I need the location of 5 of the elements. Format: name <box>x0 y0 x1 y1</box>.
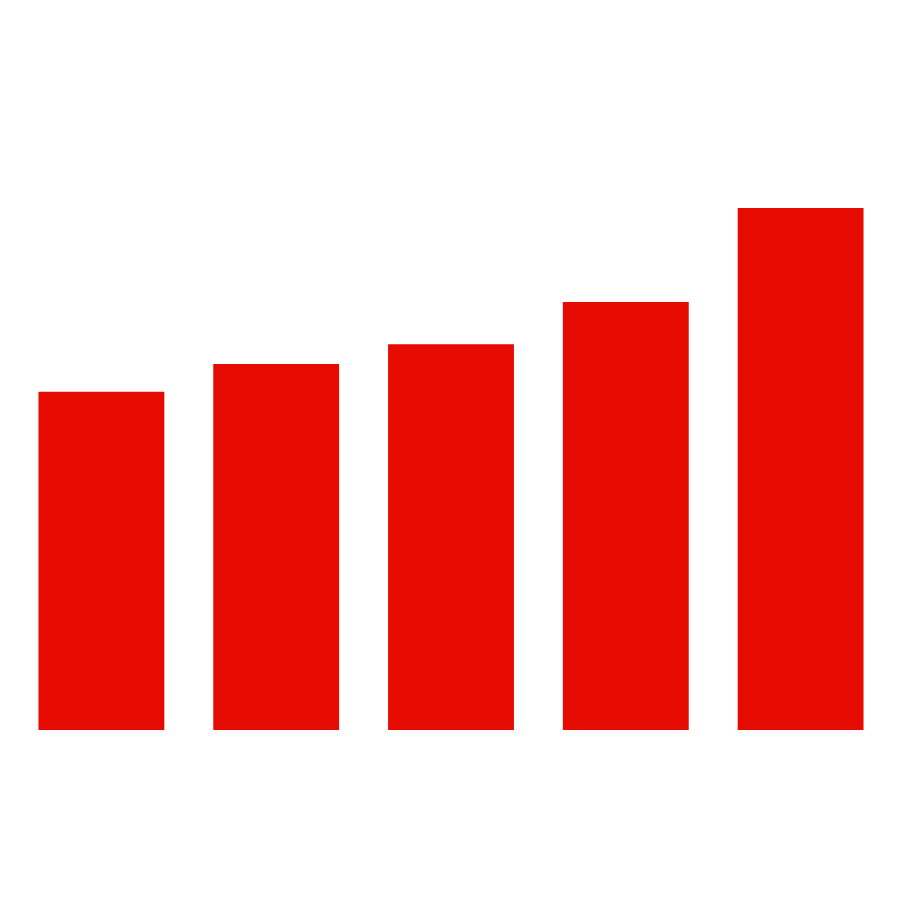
bar <box>562 301 689 730</box>
bar <box>38 391 165 730</box>
bar <box>388 344 514 730</box>
bar <box>213 364 340 730</box>
bar <box>737 208 864 730</box>
